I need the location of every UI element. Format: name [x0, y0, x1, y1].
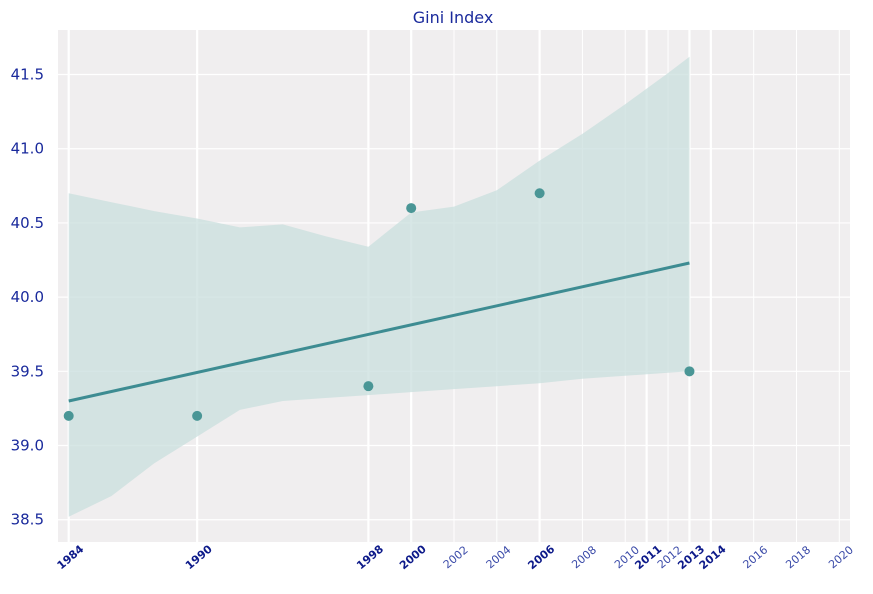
y-tick-label-0: 38.5: [11, 511, 44, 529]
regression-line: [68, 261, 690, 403]
data-point-0: [63, 410, 74, 421]
x-tick-label-major-2: 1998: [354, 542, 386, 572]
x-tick-label-minor-6: 2018: [783, 543, 813, 571]
data-point-1: [192, 410, 203, 421]
x-tick-label-minor-1: 2004: [484, 543, 514, 571]
data-points: [63, 188, 695, 421]
x-tick-label-major-4: 2006: [525, 542, 557, 572]
y-tick-label-2: 39.5: [11, 362, 44, 380]
x-tick-label-major-3: 2000: [397, 542, 429, 572]
x-tick-label-minor-2: 2008: [569, 543, 599, 571]
confidence-band: [68, 56, 690, 517]
x-tick-label-major-1: 1990: [183, 542, 215, 572]
y-tick-label-3: 40.0: [11, 288, 44, 306]
y-axis-ticks: 38.5 39.0 39.5 40.0 40.5 41.0 41.5: [11, 66, 44, 529]
x-tick-label-minor-0: 2002: [441, 543, 471, 571]
data-point-5: [684, 366, 695, 377]
data-point-4: [534, 188, 545, 199]
x-tick-label-minor-7: 2020: [826, 543, 856, 571]
y-tick-label-6: 41.5: [11, 66, 44, 84]
y-tick-label-1: 39.0: [11, 437, 44, 455]
data-point-3: [406, 203, 417, 214]
x-tick-label-minor-5: 2016: [741, 543, 771, 571]
x-tick-label-major-0: 1984: [55, 542, 87, 572]
y-tick-label-5: 41.0: [11, 140, 44, 158]
chart-title: Gini Index: [413, 8, 494, 27]
y-tick-label-4: 40.5: [11, 214, 44, 232]
data-point-2: [363, 381, 374, 392]
